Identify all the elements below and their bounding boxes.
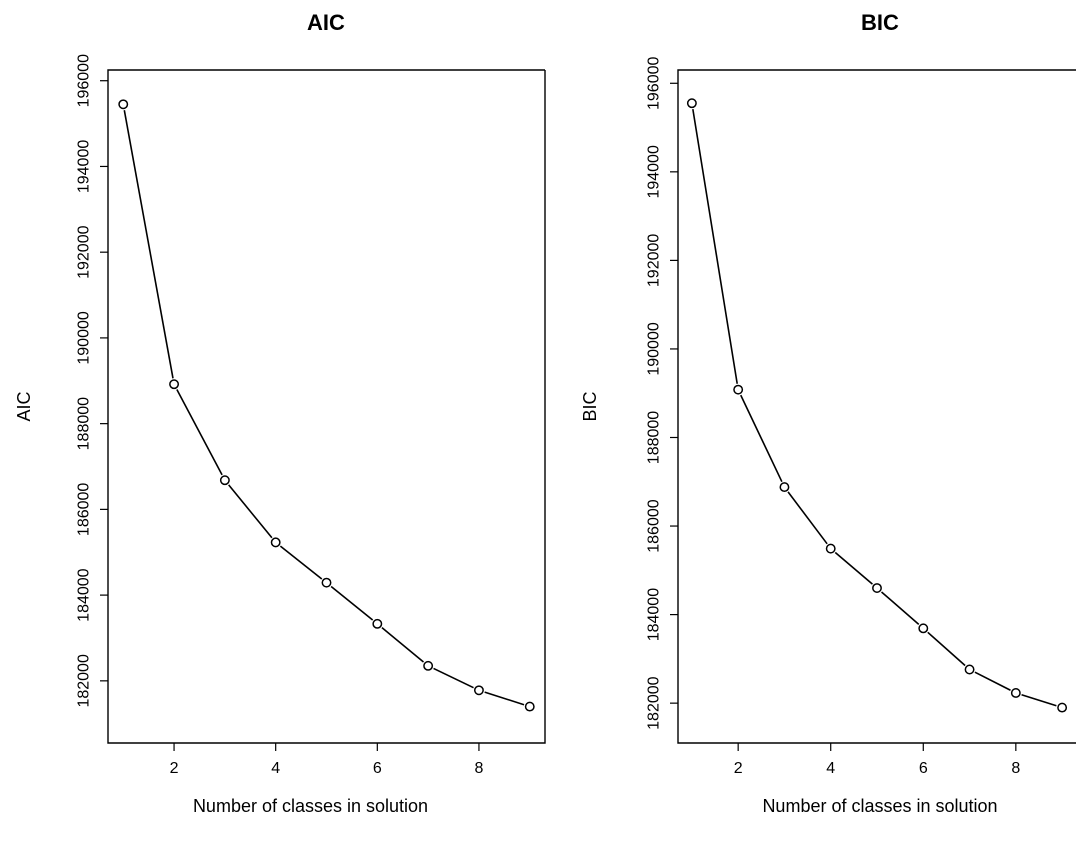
data-point <box>918 623 929 634</box>
data-point <box>964 664 975 675</box>
chart-title: BIC <box>861 10 899 35</box>
y-tick-label: 188000 <box>646 411 663 464</box>
plot-frame <box>107 69 546 744</box>
y-axis-label: BIC <box>580 391 600 421</box>
data-point <box>372 618 383 629</box>
y-tick-label: 192000 <box>646 234 663 287</box>
x-tick-label: 4 <box>271 760 280 777</box>
series-line-segment <box>1021 694 1057 707</box>
series-line-segment <box>787 491 828 545</box>
plot-frame <box>677 69 1076 744</box>
y-tick-label: 182000 <box>646 676 663 729</box>
y-tick-label: 194000 <box>76 140 93 193</box>
data-point <box>686 98 697 109</box>
series-line-segment <box>834 551 873 585</box>
series-line-segment <box>927 631 966 667</box>
data-point <box>321 577 332 588</box>
series-line-segment <box>176 389 223 476</box>
series-line-segment <box>433 667 474 689</box>
x-tick-label: 4 <box>826 760 835 777</box>
x-axis-label: Number of classes in solution <box>762 796 997 816</box>
x-tick-label: 8 <box>474 760 483 777</box>
y-tick-label: 184000 <box>646 588 663 641</box>
data-point <box>473 685 484 696</box>
data-point <box>524 701 535 712</box>
data-point <box>423 660 434 671</box>
y-tick-label: 190000 <box>76 311 93 364</box>
data-point <box>779 482 790 493</box>
series-line-segment <box>692 109 738 384</box>
y-tick-label: 186000 <box>646 499 663 552</box>
y-tick-label: 194000 <box>646 145 663 198</box>
chart-panels: AIC Number of classes in solution AIC 2 4 6 8 1… <box>14 10 1076 816</box>
y-tick-label: 184000 <box>76 568 93 621</box>
data-point <box>270 537 281 548</box>
series-line-segment <box>740 394 783 483</box>
y-tick-label: 196000 <box>646 56 663 109</box>
y-axis-label: AIC <box>14 391 34 421</box>
x-axis-label: Number of classes in solution <box>193 796 428 816</box>
series-line-segment <box>279 545 323 580</box>
series-line-segment <box>880 591 920 625</box>
chart-panel-2: BIC Number of classes in solution BIC 2 4 6 8 1… <box>580 10 1076 816</box>
series-line-segment <box>330 585 374 621</box>
y-tick-label: 190000 <box>646 322 663 375</box>
x-tick-label: 2 <box>734 760 743 777</box>
x-tick-label: 2 <box>170 760 179 777</box>
chart-title: AIC <box>307 10 345 35</box>
x-tick-label: 6 <box>919 760 928 777</box>
series-line-segment <box>381 627 425 663</box>
data-point <box>118 99 129 110</box>
y-tick-label: 192000 <box>76 225 93 278</box>
x-tick-label: 6 <box>373 760 382 777</box>
series-line-segment <box>228 484 273 539</box>
y-tick-label: 182000 <box>76 654 93 707</box>
series-line-segment <box>974 671 1011 691</box>
data-point <box>1057 702 1068 713</box>
data-point <box>169 379 180 390</box>
chart-panel-1: AIC Number of classes in solution AIC 2 4 6 8 1… <box>14 10 546 816</box>
data-point <box>219 475 230 486</box>
data-point <box>872 583 882 593</box>
y-tick-label: 186000 <box>76 483 93 536</box>
y-tick-label: 188000 <box>76 397 93 450</box>
data-point <box>733 384 744 395</box>
data-point <box>825 543 836 554</box>
x-tick-label: 8 <box>1011 760 1020 777</box>
series-line-segment <box>123 110 174 379</box>
series-line-segment <box>484 691 525 706</box>
data-point <box>1010 688 1021 698</box>
y-tick-label: 196000 <box>76 54 93 107</box>
